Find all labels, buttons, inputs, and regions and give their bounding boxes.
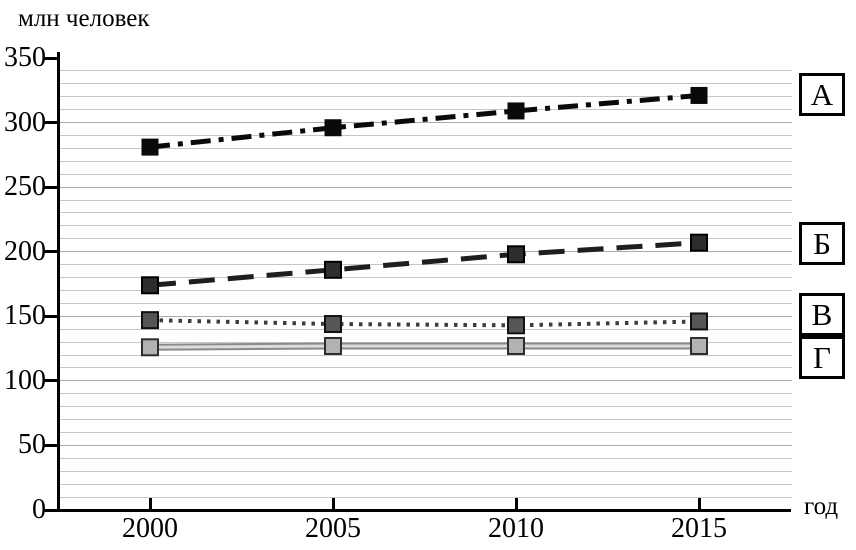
series-a-marker	[141, 138, 159, 156]
x-axis-tick	[514, 498, 518, 510]
series-b-marker	[141, 276, 159, 295]
series-b-marker	[324, 260, 342, 279]
gridline	[58, 122, 792, 124]
series-b-line	[149, 240, 700, 288]
gridline	[58, 264, 792, 266]
gridline	[58, 470, 792, 472]
x-axis-line	[45, 509, 791, 512]
gridline	[58, 147, 792, 149]
gridline	[58, 419, 792, 421]
legend-box-series-v: В	[799, 293, 845, 336]
gridline	[58, 173, 792, 175]
y-axis-tick-label: 50	[18, 429, 46, 461]
legend-label-series-a: А	[810, 76, 834, 112]
x-axis-tick	[148, 498, 152, 510]
gridline	[58, 432, 792, 433]
gridline	[58, 367, 792, 369]
x-axis-tick-label: 2015	[671, 513, 727, 544]
y-axis-tick-label: 0	[32, 494, 46, 525]
gridline	[58, 354, 792, 356]
y-axis-tick	[44, 250, 58, 254]
y-axis-tick	[44, 185, 58, 189]
gridline	[58, 277, 792, 279]
gridline	[58, 289, 792, 291]
y-axis-line	[57, 52, 60, 512]
y-axis-tick	[44, 443, 58, 447]
y-axis-tick-label: 150	[4, 300, 46, 332]
gridline	[58, 380, 792, 382]
x-axis-tick-label: 2005	[305, 513, 361, 544]
gridline	[58, 341, 792, 343]
series-a-line	[149, 92, 700, 150]
gridline	[58, 238, 792, 240]
gridline	[58, 483, 792, 485]
gridline	[58, 302, 792, 304]
series-a-marker	[324, 119, 342, 137]
legend-box-series-b: Б	[799, 222, 845, 265]
series-g-marker	[141, 338, 159, 357]
x-axis-tick-label: 2000	[122, 513, 178, 544]
gridline	[58, 96, 792, 98]
gridline	[58, 186, 792, 188]
y-axis-tick-label: 200	[4, 235, 46, 267]
series-v-marker	[324, 315, 342, 334]
x-axis-tick	[331, 498, 335, 510]
y-axis-tick	[44, 314, 58, 318]
series-g-marker	[690, 336, 708, 355]
gridline	[58, 70, 792, 72]
gridline	[58, 225, 792, 227]
gridline	[58, 328, 792, 330]
legend-box-series-g: Г	[799, 336, 845, 379]
gridline	[58, 109, 792, 111]
gridline	[58, 393, 792, 395]
series-b-marker	[690, 233, 708, 252]
series-g-line-inner	[149, 344, 699, 349]
gridline	[58, 134, 792, 136]
series-g-marker	[324, 336, 342, 355]
gridline	[58, 160, 792, 162]
gridline	[58, 199, 792, 201]
x-axis-tick-label: 2010	[488, 513, 544, 544]
gridline	[58, 251, 792, 253]
series-v-marker	[507, 316, 525, 335]
y-axis-unit-label: млн человек	[18, 5, 150, 32]
y-axis-tick	[44, 379, 58, 383]
legend-box-series-a: А	[799, 73, 845, 116]
series-v-marker	[141, 311, 159, 330]
series-b-marker	[507, 245, 525, 264]
x-axis-unit-label: год	[804, 493, 839, 520]
gridline	[58, 315, 792, 317]
series-v-line	[149, 318, 700, 328]
series-a-marker	[690, 86, 708, 104]
y-axis-tick-label: 350	[4, 42, 46, 73]
gridline	[58, 496, 792, 498]
gridline	[58, 83, 792, 85]
legend-label-series-b: Б	[813, 225, 831, 261]
gridline	[58, 406, 792, 408]
legend-label-series-v: В	[811, 296, 833, 332]
y-axis-tick	[44, 56, 58, 60]
series-v-marker	[690, 312, 708, 331]
x-axis-tick	[697, 498, 701, 510]
series-g-marker	[507, 336, 525, 355]
y-axis-tick	[44, 121, 58, 125]
gridline	[58, 444, 792, 446]
gridline	[58, 212, 792, 214]
series-a-marker	[507, 102, 525, 120]
y-axis-tick-label: 250	[4, 171, 46, 203]
y-axis-tick-label: 300	[4, 106, 46, 138]
y-axis-tick-label: 100	[4, 364, 46, 396]
gridline	[58, 457, 792, 459]
legend-label-series-g: Г	[813, 339, 831, 375]
